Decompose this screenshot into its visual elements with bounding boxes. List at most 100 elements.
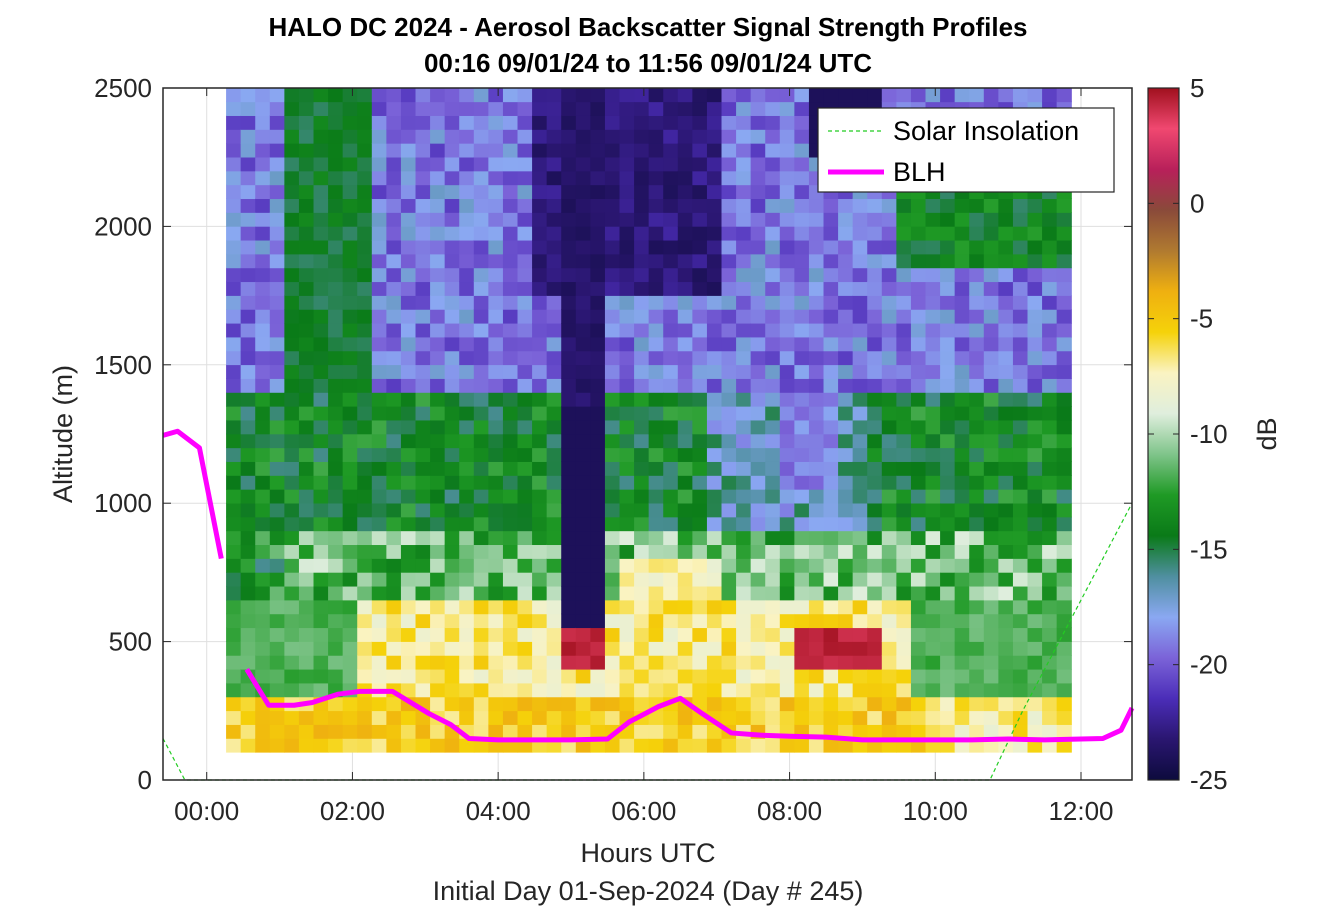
heatmap-cell	[546, 198, 562, 213]
heatmap-cell	[604, 530, 621, 546]
heatmap-cell	[867, 641, 883, 656]
heatmap-cell	[634, 516, 650, 532]
heatmap-cell	[255, 627, 271, 642]
heatmap-cell	[298, 627, 315, 642]
heatmap-cell	[794, 322, 810, 338]
heatmap-cell	[590, 724, 606, 739]
heatmap-cell	[677, 461, 693, 476]
heatmap-cell	[998, 419, 1014, 435]
heatmap-cell	[415, 226, 431, 241]
heatmap-cell	[838, 738, 854, 753]
heatmap-cell	[881, 364, 897, 379]
heatmap-cell	[284, 295, 300, 310]
heatmap-cell	[298, 433, 315, 449]
heatmap-cell	[284, 489, 300, 504]
heatmap-cell	[502, 212, 519, 227]
heatmap-cell	[692, 627, 708, 642]
heatmap-cell	[604, 364, 621, 379]
heatmap-cell	[357, 627, 373, 642]
heatmap-cell	[561, 143, 577, 158]
heatmap-cell	[765, 156, 781, 172]
heatmap-cell	[663, 406, 679, 421]
heatmap-cell	[342, 281, 358, 296]
heatmap-cell	[808, 627, 825, 642]
heatmap-cell	[502, 226, 519, 241]
heatmap-cell	[342, 599, 358, 615]
heatmap-cell	[852, 364, 868, 379]
heatmap-cell	[400, 613, 417, 629]
heatmap-cell	[502, 419, 519, 435]
heatmap-cell	[852, 433, 868, 449]
heatmap-cell	[867, 350, 883, 366]
heatmap-cell	[983, 281, 999, 296]
heatmap-cell	[808, 364, 825, 379]
heatmap-cell	[386, 406, 402, 421]
heatmap-cell	[1056, 641, 1072, 656]
heatmap-cell	[371, 156, 387, 172]
heatmap-cell	[896, 267, 912, 283]
heatmap-cell	[473, 682, 489, 698]
heatmap-cell	[969, 253, 985, 269]
heatmap-cell	[342, 378, 358, 393]
heatmap-cell	[750, 281, 766, 296]
heatmap-cell	[619, 627, 635, 642]
heatmap-cell	[561, 461, 577, 476]
heatmap-cell	[1012, 668, 1029, 684]
heatmap-cell	[1027, 392, 1043, 407]
heatmap-cell	[721, 668, 737, 684]
heatmap-cell	[1027, 585, 1043, 601]
heatmap-cell	[1027, 322, 1043, 338]
heatmap-cell	[969, 530, 985, 546]
heatmap-cell	[692, 87, 708, 103]
heatmap-cell	[954, 336, 970, 352]
heatmap-cell	[240, 641, 256, 656]
heatmap-cell	[852, 447, 868, 462]
heatmap-cell	[342, 239, 358, 255]
heatmap-cell	[619, 655, 635, 670]
heatmap-cell	[954, 682, 970, 698]
heatmap-cell	[896, 489, 912, 504]
heatmap-cell	[881, 322, 897, 338]
heatmap-cell	[313, 447, 329, 462]
heatmap-cell	[808, 433, 825, 449]
heatmap-cell	[313, 101, 329, 116]
heatmap-cell	[983, 655, 999, 670]
heatmap-cell	[357, 226, 373, 241]
heatmap-cell	[648, 599, 664, 615]
heatmap-cell	[867, 87, 883, 103]
heatmap-cell	[721, 599, 737, 615]
heatmap-cell	[750, 170, 766, 186]
heatmap-cell	[400, 364, 417, 379]
heatmap-cell	[1042, 544, 1058, 559]
heatmap-cell	[721, 253, 737, 269]
heatmap-cell	[459, 613, 475, 629]
heatmap-cell	[561, 489, 577, 504]
heatmap-cell	[444, 378, 460, 393]
heatmap-cell	[925, 502, 941, 518]
heatmap-cell	[590, 668, 606, 684]
heatmap-cell	[706, 696, 723, 712]
heatmap-cell	[298, 198, 315, 213]
heatmap-cell	[357, 406, 373, 421]
heatmap-cell	[575, 350, 591, 366]
heatmap-cell	[736, 613, 752, 629]
heatmap-cell	[736, 738, 752, 753]
heatmap-cell	[940, 627, 956, 642]
heatmap-cell	[619, 489, 635, 504]
heatmap-cell	[532, 668, 548, 684]
heatmap-cell	[736, 295, 752, 310]
heatmap-cell	[561, 530, 577, 546]
heatmap-cell	[444, 184, 460, 200]
heatmap-cell	[532, 627, 548, 642]
heatmap-cell	[677, 198, 693, 213]
heatmap-cell	[852, 309, 868, 324]
heatmap-cell	[444, 129, 460, 144]
heatmap-cell	[430, 585, 446, 601]
heatmap-cell	[561, 558, 577, 573]
heatmap-cell	[721, 322, 737, 338]
heatmap-cell	[575, 184, 591, 200]
heatmap-cell	[444, 461, 460, 476]
heatmap-cell	[502, 295, 519, 310]
heatmap-cell	[386, 655, 402, 670]
heatmap-cell	[488, 143, 504, 158]
